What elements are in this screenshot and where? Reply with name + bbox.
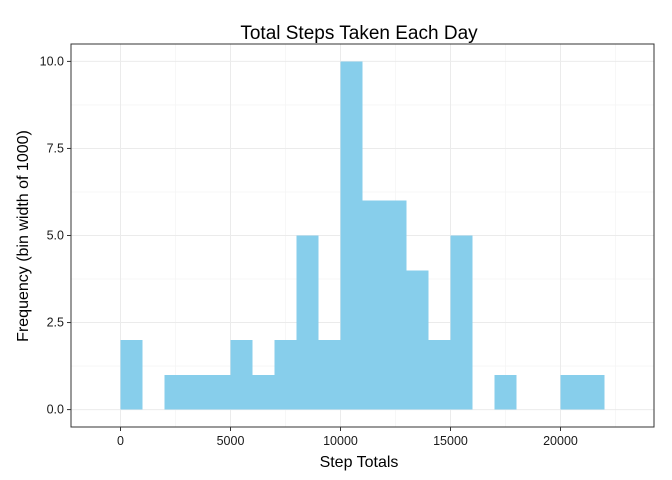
y-axis: 0.0 2.5 5.0 7.5 10.0	[40, 54, 71, 417]
histogram-bar	[230, 339, 253, 410]
x-tick-label: 10000	[323, 434, 358, 448]
x-axis: 0 5000 10000 15000 20000	[117, 427, 578, 448]
histogram-bar	[208, 374, 231, 410]
y-tick-label: 2.5	[47, 316, 64, 330]
y-tick-label: 0.0	[47, 403, 64, 417]
x-tick-label: 0	[117, 434, 124, 448]
y-tick-label: 5.0	[47, 229, 64, 243]
histogram-bar	[318, 339, 341, 410]
histogram-bar	[362, 200, 385, 410]
histogram-bar	[428, 339, 451, 410]
y-tick-label: 10.0	[40, 54, 64, 68]
histogram-bar	[120, 339, 143, 410]
x-tick-label: 20000	[543, 434, 578, 448]
y-tick-label: 7.5	[47, 141, 64, 155]
histogram-bar	[296, 235, 319, 410]
x-tick-label: 15000	[433, 434, 468, 448]
y-axis-label: Frequency (bin width of 1000)	[15, 130, 32, 342]
histogram-bar	[560, 374, 583, 410]
histogram-bar	[164, 374, 187, 410]
chart-title: Total Steps Taken Each Day	[240, 23, 478, 44]
histogram-bar	[252, 374, 275, 410]
histogram-bar	[274, 339, 297, 410]
histogram-bar	[186, 374, 209, 410]
histogram-bars	[120, 61, 605, 410]
histogram-bar	[340, 61, 363, 410]
histogram-bar	[582, 374, 605, 410]
x-tick-label: 5000	[217, 434, 245, 448]
histogram-bar	[450, 235, 473, 410]
histogram-bar	[494, 374, 517, 410]
histogram-bar	[406, 270, 429, 410]
x-axis-label: Step Totals	[320, 454, 399, 471]
histogram-bar	[384, 200, 407, 410]
